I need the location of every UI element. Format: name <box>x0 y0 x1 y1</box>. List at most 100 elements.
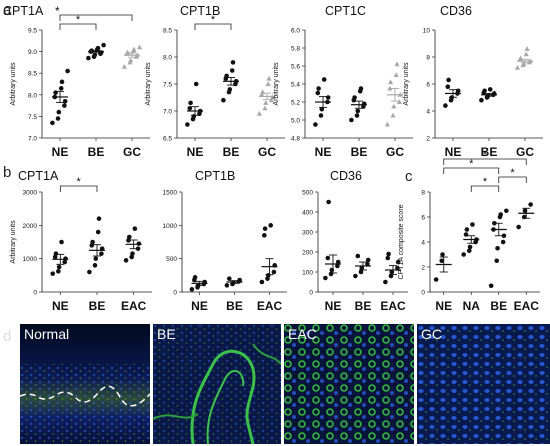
significance-bracket <box>59 14 133 21</box>
data-point <box>56 109 62 115</box>
y-tick-label: 100 <box>302 270 313 277</box>
x-tick-label: NE <box>187 145 204 159</box>
y-tick-label: 8.0 <box>28 92 37 99</box>
data-point <box>59 239 64 245</box>
data-point <box>189 287 195 292</box>
data-point <box>132 226 138 231</box>
data-point <box>56 264 62 270</box>
y-tick-label: 4.8 <box>291 136 300 143</box>
data-point <box>388 79 394 85</box>
panel-letter-c: c <box>405 168 413 185</box>
significance-mark: * <box>483 149 488 161</box>
y-tick-label: 7.0 <box>163 109 172 116</box>
chart-title: CPT1C <box>325 4 366 18</box>
data-point <box>482 88 487 94</box>
data-point <box>358 269 364 275</box>
micrograph-label-normal: Normal <box>24 326 70 342</box>
data-point <box>101 42 106 48</box>
data-point <box>528 202 533 207</box>
data-point <box>95 45 101 51</box>
data-point <box>53 251 59 256</box>
data-point <box>65 68 70 74</box>
y-axis-label: Arbitrary units <box>403 62 410 106</box>
data-point <box>56 269 61 274</box>
micrograph-label-be: BE <box>157 326 176 342</box>
data-point <box>318 113 324 118</box>
y-tick-label: 6.0 <box>291 28 300 35</box>
significance-bracket <box>443 167 500 174</box>
data-point <box>387 85 393 91</box>
data-point <box>224 73 229 79</box>
data-point <box>464 227 470 232</box>
data-point <box>439 258 445 264</box>
chart-title: CPT1A <box>3 4 44 18</box>
data-point <box>63 256 68 261</box>
chart-title: CPT1B <box>180 4 220 18</box>
data-point <box>224 283 230 288</box>
x-tick-label: BE <box>223 145 240 159</box>
y-tick-label: 8.5 <box>163 28 172 35</box>
data-point <box>50 271 56 276</box>
y-tick-label: 1000 <box>163 223 178 230</box>
data-point <box>59 79 65 85</box>
data-point <box>395 259 401 265</box>
significance-bracket <box>470 185 500 192</box>
data-point <box>137 44 143 50</box>
micrograph-eac-image <box>284 324 414 444</box>
data-point <box>388 273 394 279</box>
y-tick-label: 8 <box>421 190 425 197</box>
significance-mark: * <box>469 158 474 170</box>
data-point <box>498 212 504 217</box>
data-point <box>92 52 98 58</box>
data-point <box>445 84 451 89</box>
data-point <box>237 277 242 283</box>
data-point <box>315 90 321 96</box>
micrograph-normal-image <box>20 324 150 444</box>
data-point <box>446 77 451 83</box>
y-tick-label: 5.0 <box>291 118 300 125</box>
y-tick-label: 5.6 <box>291 64 300 71</box>
data-point <box>390 112 396 118</box>
y-tick-label: 5.8 <box>291 46 300 53</box>
data-point <box>86 55 91 61</box>
significance-bracket <box>59 185 98 192</box>
data-point <box>227 87 233 92</box>
data-point <box>192 275 198 280</box>
data-point <box>230 60 236 65</box>
panel-letter-a: a <box>3 2 12 19</box>
data-point <box>268 223 274 228</box>
micrograph-normal: Normal <box>20 324 150 444</box>
data-point <box>96 216 102 221</box>
data-point <box>323 275 328 281</box>
y-tick-label: 2 <box>421 265 425 272</box>
y-tick-label: 8 <box>426 55 430 62</box>
data-point <box>99 251 104 256</box>
data-point <box>466 248 472 254</box>
data-point <box>487 87 493 92</box>
data-point <box>58 86 64 91</box>
micrograph-be-image <box>153 324 281 444</box>
data-point <box>126 234 132 240</box>
data-point <box>353 273 358 279</box>
data-point <box>467 244 473 250</box>
data-point <box>50 120 55 126</box>
y-tick-label: 4 <box>426 109 430 116</box>
micrograph-label-eac: EAC <box>288 326 317 342</box>
data-point <box>325 95 331 100</box>
y-tick-label: 400 <box>302 210 313 217</box>
y-tick-label: 5.2 <box>291 100 300 107</box>
data-point <box>349 117 354 123</box>
data-point <box>193 81 199 87</box>
data-point <box>93 256 99 261</box>
data-point <box>266 75 272 81</box>
y-tick-label: 0 <box>421 290 425 297</box>
data-point <box>365 257 371 263</box>
data-point <box>433 277 439 282</box>
x-tick-label: BE <box>481 145 498 159</box>
x-tick-label: GC <box>386 145 404 159</box>
panel-letter-d: d <box>3 328 12 345</box>
data-point <box>262 105 268 111</box>
x-tick-label: BE <box>89 299 106 313</box>
data-point <box>326 199 331 205</box>
data-point <box>488 283 494 289</box>
